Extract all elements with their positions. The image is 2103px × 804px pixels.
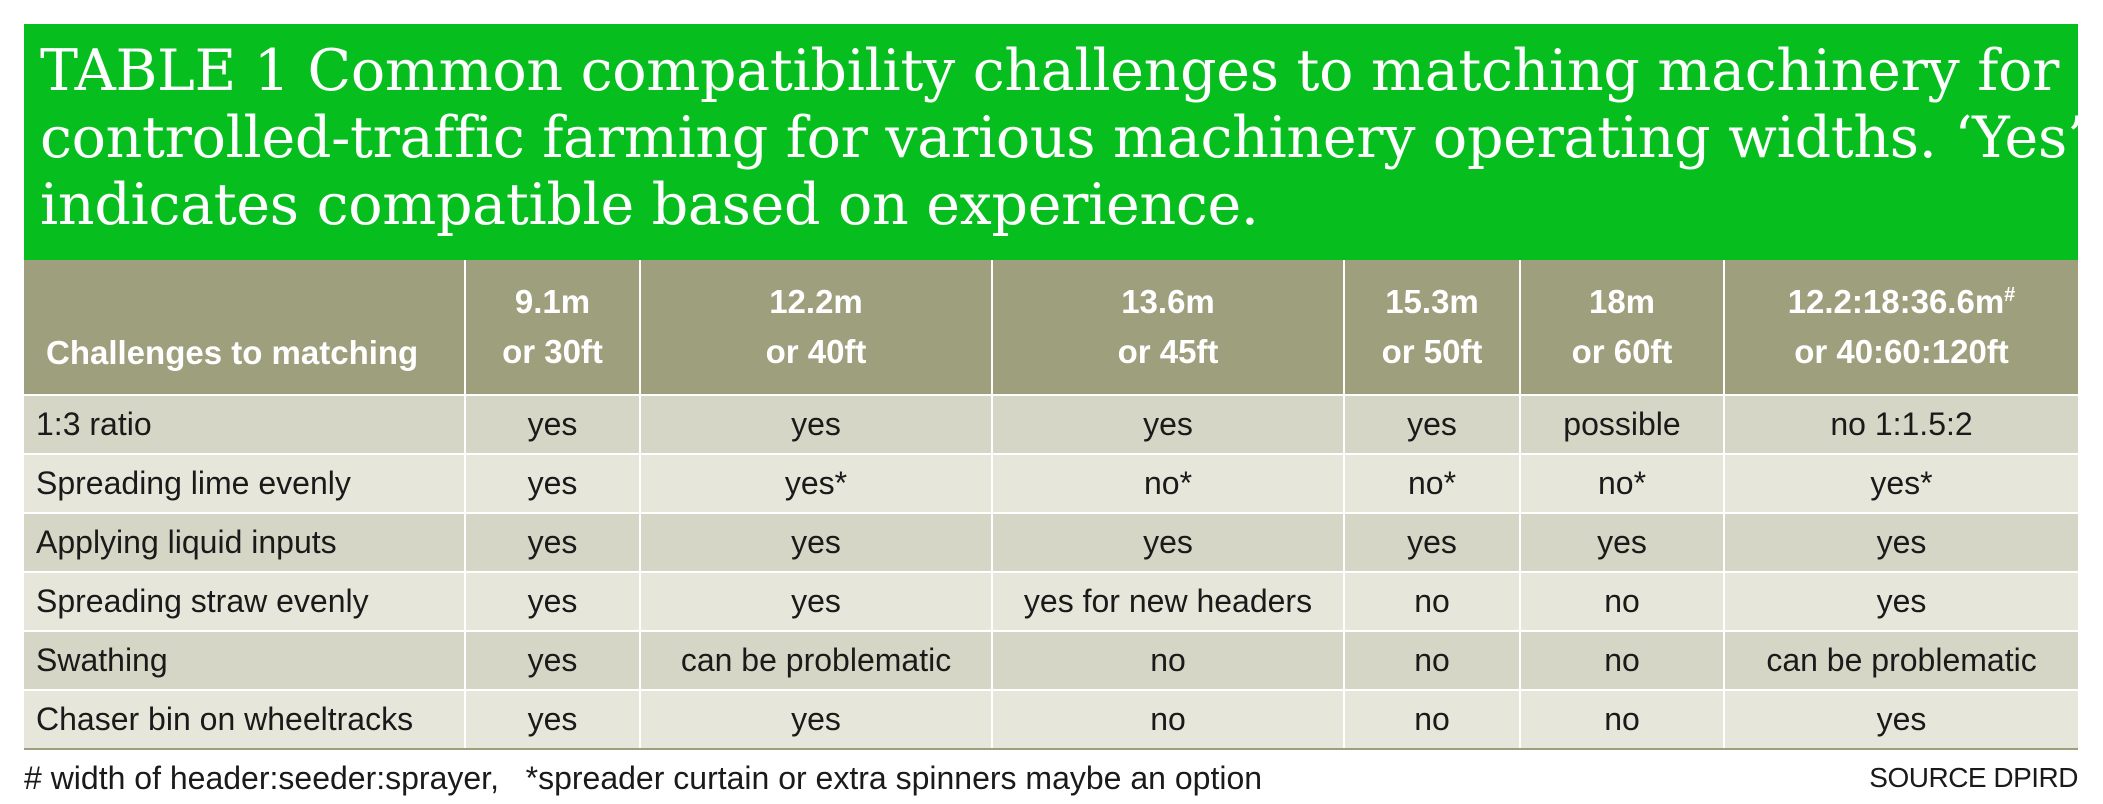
table-cell: no [1520, 571, 1725, 631]
header-width-imperial: or 50ft [1381, 333, 1483, 370]
table-cell: yes* [640, 453, 993, 513]
table-cell: possible [1520, 394, 1725, 454]
table-body: 1:3 ratio yes yes yes yes possible no 1:1.5:2 S… [24, 394, 2078, 750]
column-header-15-3m: 15.3m or 50ft [1344, 260, 1521, 395]
header-width-metric: 12.2m [769, 283, 863, 320]
header-width-metric: 12.2:18:36.6m# [1725, 277, 2078, 327]
table-cell: can be problematic [640, 630, 993, 690]
row-label: Spreading lime evenly [24, 453, 466, 513]
title-line: indicates compatible based on experience… [40, 172, 1259, 238]
column-header-combined: 12.2:18:36.6m# or 40:60:120ft [1724, 260, 2078, 395]
header-width-metric: 9.1m [514, 283, 591, 320]
column-header-9-1m: 9.1m or 30ft [465, 260, 641, 395]
table-cell: yes for new headers [992, 571, 1345, 631]
table-cell: no* [1520, 453, 1725, 513]
table-cell: no [1344, 571, 1521, 631]
table-row: Applying liquid inputs yes yes yes yes yes yes [24, 512, 2078, 572]
table-cell: yes* [1724, 453, 2078, 513]
header-width-metric: 15.3m [1385, 283, 1479, 320]
column-header-12-2m: 12.2m or 40ft [640, 260, 993, 395]
row-label: 1:3 ratio [24, 394, 466, 454]
table-cell: yes [465, 512, 641, 572]
header-width-imperial: or 60ft [1571, 333, 1673, 370]
table-footer: # width of header:seeder:sprayer, *sprea… [24, 750, 2078, 804]
source-credit: SOURCE DPIRD [1869, 762, 2078, 793]
table-cell: no* [1344, 453, 1521, 513]
row-label: Spreading straw evenly [24, 571, 466, 631]
table-cell: no* [992, 453, 1345, 513]
table-cell: yes [1520, 512, 1725, 572]
table-cell: no 1:1.5:2 [1724, 394, 2078, 454]
column-header-18m: 18m or 60ft [1520, 260, 1725, 395]
table-row: 1:3 ratio yes yes yes yes possible no 1:1.5:2 [24, 394, 2078, 454]
column-header-13-6m: 13.6m or 45ft [992, 260, 1345, 395]
table-cell: yes [992, 512, 1345, 572]
table-cell: no [1344, 630, 1521, 690]
table-cell: yes [1344, 394, 1521, 454]
table-figure: TABLE 1 Common compatibility challenges … [24, 24, 2085, 804]
row-label: Chaser bin on wheeltracks [24, 689, 466, 750]
column-header-challenges: Challenges to matching [24, 260, 466, 395]
footnote: # width of header:seeder:sprayer, *sprea… [24, 760, 1263, 796]
header-row: Challenges to matching 9.1m or 30ft 12.2… [24, 260, 2078, 395]
table-cell: yes [465, 571, 641, 631]
table-row: Spreading lime evenly yes yes* no* no* no* yes… [24, 453, 2078, 513]
table-cell: no [1520, 630, 1725, 690]
table-cell: yes [465, 394, 641, 454]
table-cell: yes [1724, 512, 2078, 572]
row-label: Applying liquid inputs [24, 512, 466, 572]
table-cell: yes [1724, 571, 2078, 631]
table-cell: yes [640, 689, 993, 750]
table-title: TABLE 1 Common compatibility challenges … [24, 24, 2085, 260]
table-row: Chaser bin on wheeltracks yes yes no no no yes [24, 689, 2078, 750]
table-cell: no [992, 689, 1345, 750]
table-cell: yes [640, 512, 993, 572]
table-cell: no [1344, 689, 1521, 750]
title-line: TABLE 1 Common compatibility challenges … [40, 38, 2060, 104]
table-cell: yes [465, 689, 641, 750]
header-width-imperial: or 40ft [765, 333, 867, 370]
footnote-marker: # [2004, 284, 2016, 306]
table-cell: can be problematic [1724, 630, 2078, 690]
table-cell: yes [992, 394, 1345, 454]
header-label: Challenges to matching [46, 334, 419, 371]
row-label: Swathing [24, 630, 466, 690]
table-cell: yes [1344, 512, 1521, 572]
table-cell: no [1520, 689, 1725, 750]
table-cell: yes [640, 571, 993, 631]
header-width-imperial: or 40:60:120ft [1794, 333, 2009, 370]
header-width-metric-text: 12.2:18:36.6m [1787, 283, 2005, 320]
header-width-imperial: or 30ft [502, 333, 603, 370]
table-cell: no [992, 630, 1345, 690]
header-width-imperial: or 45ft [1117, 333, 1219, 370]
table-cell: yes [465, 453, 641, 513]
table-row: Swathing yes can be problematic no no no can b… [24, 630, 2078, 690]
compatibility-table: Challenges to matching 9.1m or 30ft 12.2… [24, 260, 2078, 750]
table-cell: yes [640, 394, 993, 454]
header-width-metric: 18m [1588, 283, 1656, 320]
table-cell: yes [465, 630, 641, 690]
header-width-metric: 13.6m [1121, 283, 1215, 320]
title-line: controlled-traffic farming for various m… [40, 105, 2085, 171]
table-row: Spreading straw evenly yes yes yes for new … [24, 571, 2078, 631]
table-cell: yes [1724, 689, 2078, 750]
